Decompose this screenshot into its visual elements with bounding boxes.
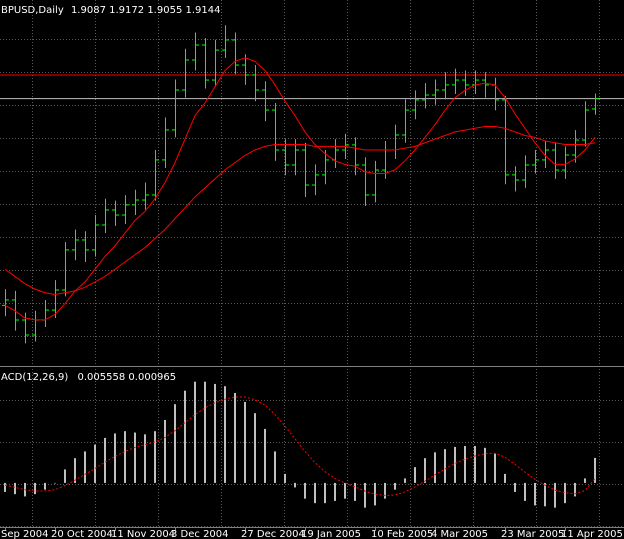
macd-bar [64,469,66,483]
macd-bar [154,431,156,483]
macd-bar [284,473,286,483]
macd-bar [384,482,386,499]
x-tick-label: 3 Dec 2004 [171,529,229,539]
macd-bar [344,482,346,499]
macd-bar [554,482,556,508]
signal-last: 0.000965 [128,372,176,383]
moving-average [4,125,596,296]
macd-bar [44,482,46,490]
macd-bar [84,451,86,483]
x-tick-label: 4 Mar 2005 [431,529,488,539]
x-tick-label: 23 Mar 2005 [501,529,564,539]
macd-bar [324,482,326,504]
macd-bar [374,482,376,506]
macd-bar [524,482,526,501]
macd-bar [124,431,126,483]
macd-bar [94,444,96,483]
macd-bar [274,451,276,483]
x-tick-label: 10 Feb 2005 [371,529,433,539]
grid [0,0,624,527]
x-tick-label: 11 Nov 2004 [111,529,175,539]
macd-bar [424,458,426,483]
symbol-title: BPUSD,Daily [1,5,64,16]
macd-bar [164,419,166,483]
macd-bar [174,404,176,483]
macd-bar [594,457,596,483]
macd-bar [584,478,586,483]
macd-bar [254,413,256,483]
macd-bar [194,381,196,483]
signal-line [4,396,596,497]
last-low: 1.9055 [147,5,182,16]
macd-bar [504,473,506,483]
macd-bar [184,390,186,483]
macd-bar [264,428,266,483]
x-tick-label: 19 Jan 2005 [301,529,361,539]
macd-bar [134,432,136,483]
macd-bar [414,467,416,483]
macd-bar [544,482,546,507]
macd-bar [294,482,296,488]
macd-bar [364,482,366,508]
x-tick-label: Sep 2004 [1,529,48,539]
macd-bar [484,447,486,483]
macd-bar [114,433,116,483]
moving-average [4,57,596,321]
macd-bar [14,482,16,495]
macd-bar [224,386,226,483]
macd-bar [144,434,146,483]
macd-bar [304,482,306,499]
macd-last: 0.005558 [78,372,126,383]
macd-bar [4,482,6,492]
chart-header: BPUSD,Daily 1.9087 1.9172 1.9055 1.9144 [1,5,221,16]
macd-bar [394,482,396,490]
macd-bar [234,392,236,483]
x-tick-label: 11 Apr 2005 [561,529,623,539]
macd-bar [444,449,446,483]
macd-bar [354,482,356,501]
macd-bar [494,453,496,483]
indicator-header: ACD(12,26,9) 0.005558 0.000965 [1,372,176,383]
indicator-title: ACD(12,26,9) [1,372,68,383]
last-open: 1.9087 [71,5,106,16]
last-high: 1.9172 [109,5,144,16]
macd-bar [244,401,246,483]
macd-bar [204,381,206,483]
macd-bar [214,383,216,483]
macd-bar [534,482,536,506]
macd-bar [334,482,336,501]
macd-bar [454,446,456,483]
macd-bar [474,446,476,483]
last-close: 1.9144 [186,5,221,16]
macd-bar [514,482,516,492]
macd-bar [464,446,466,483]
macd-bar [404,478,406,483]
macd-bar [434,452,436,483]
macd-bar [574,482,576,497]
x-tick-label: 27 Dec 2004 [241,529,305,539]
x-tick-label: 20 Oct 2004 [51,529,113,539]
macd-bar [564,482,566,504]
macd-bar [34,482,36,495]
macd-bar [104,437,106,483]
macd-bar [54,482,56,484]
macd-bar [314,482,316,504]
macd-bar [74,458,76,483]
